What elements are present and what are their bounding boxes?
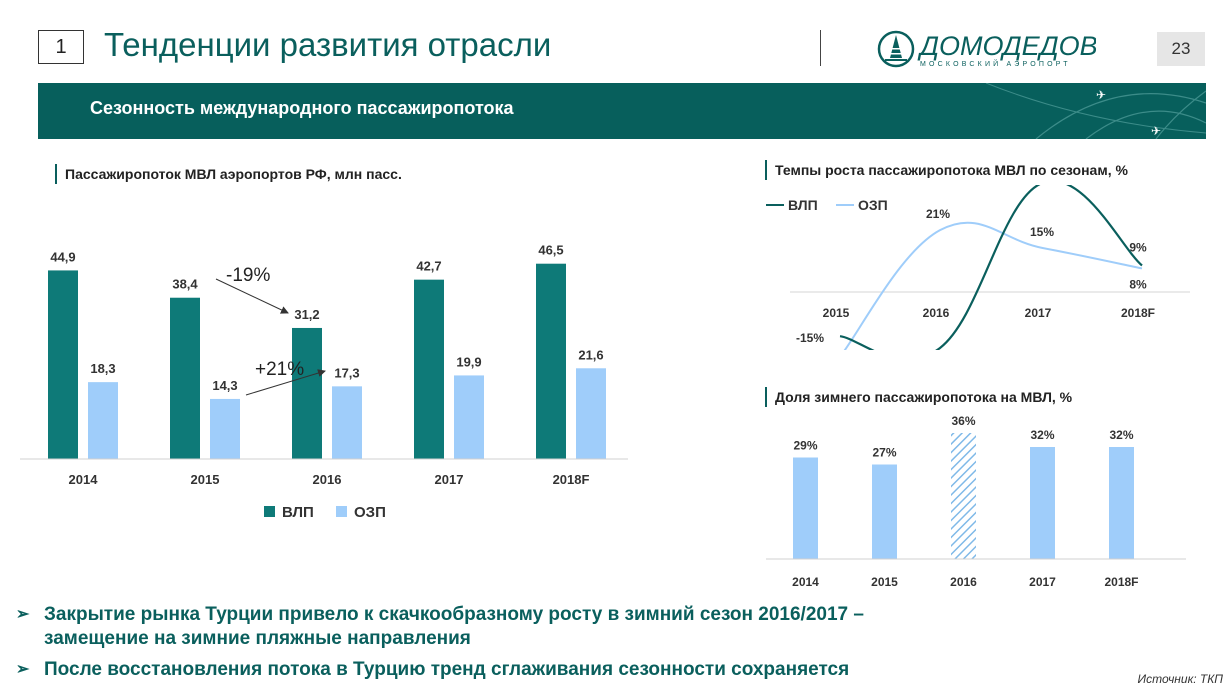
legend-label-vlp: ВЛП bbox=[788, 197, 818, 213]
x-tick-label: 2015 bbox=[191, 472, 220, 487]
data-label: 19,9 bbox=[456, 354, 481, 369]
bar-ozp-2014 bbox=[88, 382, 118, 459]
chart-title-passenger-flow: Пассажиропоток МВЛ аэропортов РФ, млн па… bbox=[55, 164, 402, 184]
annotation-decline: -19% bbox=[226, 265, 270, 286]
airplane-icon: ✈ bbox=[1151, 124, 1161, 138]
x-tick-label: 2014 bbox=[69, 472, 99, 487]
bullet-text: замещение на зимние пляжные направления bbox=[44, 628, 471, 649]
x-tick-label: 2017 bbox=[1029, 575, 1056, 589]
legend-swatch-vlp bbox=[264, 506, 275, 517]
slide-number: 1 bbox=[38, 30, 84, 64]
bar-winter-share-2016 bbox=[951, 433, 976, 559]
bar-ozp-2017 bbox=[454, 375, 484, 459]
bar-ozp-2016 bbox=[332, 386, 362, 459]
data-label: 14,3 bbox=[212, 378, 237, 393]
data-label: 46,5 bbox=[538, 243, 563, 258]
bullet-continuation: замещение на зимние пляжные направления bbox=[14, 627, 1174, 651]
data-label: 21,6 bbox=[578, 347, 603, 362]
bar-winter-share-2014 bbox=[793, 457, 818, 559]
data-label: 32% bbox=[1030, 428, 1054, 442]
logo-name: ДОМОДЕДОВО bbox=[917, 31, 1096, 61]
bullet-text: После восстановления потока в Турцию тре… bbox=[44, 659, 850, 680]
winter-share-chart: 29% 2014 27% 2015 36% 2016 32% 2017 32% 2018F bbox=[766, 414, 1186, 589]
source-note: Источник: ТКП bbox=[1137, 672, 1224, 686]
data-label: 27% bbox=[872, 446, 896, 460]
chart-title-winter-share: Доля зимнего пассажиропотока на МВЛ, % bbox=[765, 387, 1072, 407]
growth-rates-chart: ВЛП ОЗП -15%-19%37%9%-22%21%15%8%2015201… bbox=[766, 185, 1190, 350]
bar-vlp-2016 bbox=[292, 327, 322, 459]
logo-subtitle: МОСКОВСКИЙ АЭРОПОРТ bbox=[920, 59, 1071, 68]
data-label: 44,9 bbox=[50, 249, 75, 264]
key-findings: ➢ Закрытие рынка Турции привело к скачко… bbox=[14, 603, 1174, 689]
legend-label-ozp: ОЗП bbox=[354, 504, 386, 521]
bar-vlp-2015 bbox=[170, 297, 200, 459]
data-label: 29% bbox=[793, 439, 817, 453]
bullet-item: ➢ Закрытие рынка Турции привело к скачко… bbox=[14, 603, 1174, 627]
data-label: -15% bbox=[796, 331, 824, 345]
bar-ozp-2018F bbox=[576, 368, 606, 459]
data-label: 9% bbox=[1129, 241, 1147, 255]
bar-vlp-2018F bbox=[536, 263, 566, 459]
x-tick-label: 2018F bbox=[553, 472, 590, 487]
section-banner: Сезонность международного пассажиропоток… bbox=[38, 83, 1206, 139]
data-label: 15% bbox=[1030, 225, 1054, 239]
decline-arrow bbox=[215, 278, 289, 314]
growth-arrow bbox=[245, 369, 326, 396]
x-tick-label: 2018F bbox=[1104, 575, 1138, 589]
data-label: 8% bbox=[1129, 277, 1147, 291]
legend-label-ozp: ОЗП bbox=[858, 197, 888, 213]
chart-title-growth-rates: Темпы роста пассажиропотока МВЛ по сезон… bbox=[765, 160, 1128, 180]
passenger-flow-chart: 44,9 18,3 2014 38,4 14,3 2015 31,2 17,3 2016 42,7… bbox=[20, 243, 628, 521]
bar-winter-share-2017 bbox=[1030, 447, 1055, 559]
x-tick-label: 2015 bbox=[871, 575, 898, 589]
bullet-arrow-icon: ➢ bbox=[16, 661, 30, 678]
bar-vlp-2017 bbox=[414, 279, 444, 459]
data-label: 32% bbox=[1109, 428, 1133, 442]
x-tick-label: 2015 bbox=[823, 306, 850, 320]
x-tick-label: 2016 bbox=[923, 306, 950, 320]
page-number: 23 bbox=[1157, 32, 1205, 66]
bar-winter-share-2018F bbox=[1109, 447, 1134, 559]
bullet-arrow-icon: ➢ bbox=[16, 606, 30, 623]
x-tick-label: 2017 bbox=[435, 472, 464, 487]
data-label: 17,3 bbox=[334, 365, 359, 380]
x-tick-label: 2018F bbox=[1121, 306, 1155, 320]
data-label: 31,2 bbox=[294, 307, 319, 322]
data-label: 18,3 bbox=[90, 361, 115, 376]
bar-ozp-2015 bbox=[210, 398, 240, 459]
annotation-growth: +21% bbox=[255, 359, 304, 380]
header-divider bbox=[820, 30, 821, 66]
x-tick-label: 2016 bbox=[950, 575, 977, 589]
data-label: 21% bbox=[926, 207, 950, 221]
data-label: 42,7 bbox=[416, 259, 441, 274]
bullet-item: ➢ После восстановления потока в Турцию т… bbox=[14, 658, 1174, 682]
domodedovo-logo: ДОМОДЕДОВО МОСКОВСКИЙ АЭРОПОРТ bbox=[877, 30, 1096, 68]
x-tick-label: 2014 bbox=[792, 575, 819, 589]
data-label: 36% bbox=[951, 414, 975, 428]
bar-vlp-2014 bbox=[48, 270, 78, 459]
airplane-icon: ✈ bbox=[1096, 88, 1106, 102]
line-ozp bbox=[843, 221, 1143, 350]
data-label: 38,4 bbox=[172, 277, 198, 292]
banner-title: Сезонность международного пассажиропоток… bbox=[90, 98, 514, 118]
x-tick-label: 2017 bbox=[1025, 306, 1052, 320]
flight-path-decoration: ✈ ✈ bbox=[985, 83, 1206, 139]
page-title: Тенденции развития отрасли bbox=[104, 26, 552, 63]
bar-winter-share-2015 bbox=[872, 464, 897, 559]
bullet-text: Закрытие рынка Турции привело к скачкооб… bbox=[44, 604, 864, 625]
line-vlp bbox=[839, 185, 1143, 350]
legend-swatch-ozp bbox=[336, 506, 347, 517]
legend-label-vlp: ВЛП bbox=[282, 504, 314, 521]
x-tick-label: 2016 bbox=[313, 472, 342, 487]
